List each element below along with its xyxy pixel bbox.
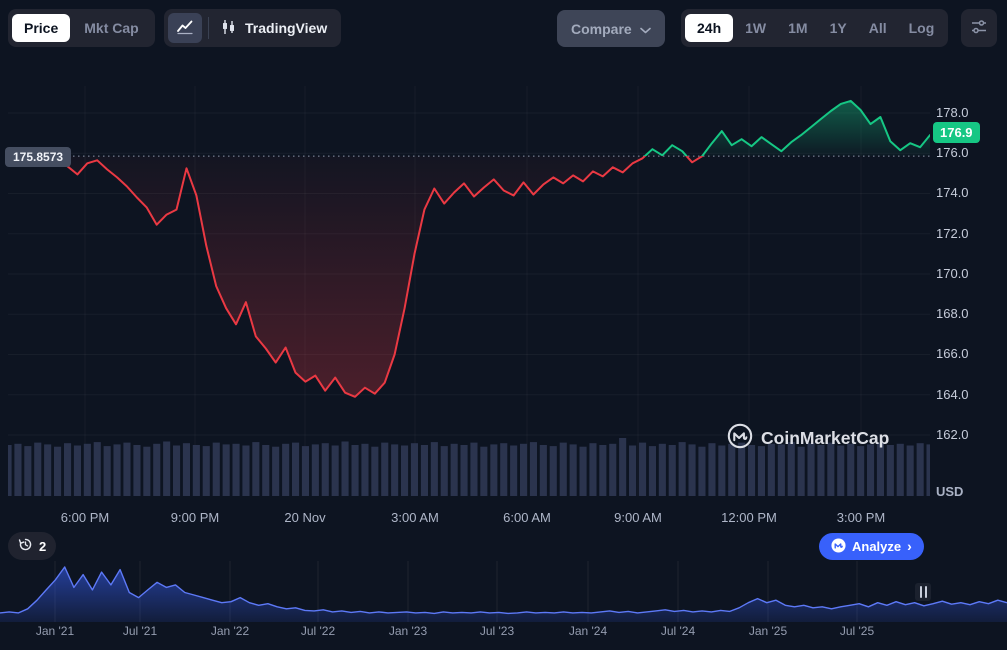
watermark-label: CoinMarketCap (761, 428, 890, 448)
x-axis-tick: 3:00 AM (391, 510, 439, 525)
timeline-tick: Jan '24 (568, 624, 608, 638)
price-mktcap-toggle: Price Mkt Cap (8, 9, 155, 47)
range-24h[interactable]: 24h (685, 14, 734, 42)
range-all[interactable]: All (859, 14, 897, 42)
compare-label: Compare (571, 20, 632, 37)
coinmarketcap-watermark: CoinMarketCap (727, 423, 889, 454)
timeline-tick: Jul '22 (300, 624, 336, 638)
main-price-chart[interactable] (8, 68, 930, 500)
timeline-tick: Jul '24 (660, 624, 696, 638)
x-axis-tick: 6:00 AM (503, 510, 551, 525)
divider (208, 17, 209, 39)
analyze-label: Analyze (852, 539, 902, 554)
range-1w[interactable]: 1W (735, 14, 776, 42)
timeline-tick: Jul '23 (479, 624, 515, 638)
coinmarketcap-logo-icon (727, 423, 753, 454)
x-axis-tick: 9:00 AM (614, 510, 662, 525)
history-count-badge: 2 (39, 538, 47, 554)
timeline-tick: Jan '25 (748, 624, 788, 638)
y-axis-tick: 162.0 (936, 427, 969, 442)
timeline-tick: Jan '21 (35, 624, 75, 638)
x-axis-tick: 9:00 PM (170, 510, 220, 525)
mini-timeline-chart[interactable] (0, 561, 1007, 622)
range-selector: 24h 1W 1M 1Y All Log (681, 9, 949, 47)
y-axis-tick: 178.0 (936, 105, 969, 120)
current-price-badge: 176.9 (933, 122, 980, 143)
y-axis-tick: 172.0 (936, 226, 969, 241)
chevron-down-icon (639, 21, 651, 37)
range-1m[interactable]: 1M (778, 14, 817, 42)
history-icon (18, 537, 33, 555)
timeline-tick: Jul '25 (839, 624, 875, 638)
timeline-tick: Jul '21 (122, 624, 158, 638)
x-axis-tick: 12:00 PM (721, 510, 777, 525)
chart-settings-button[interactable] (961, 9, 997, 47)
tradingview-button[interactable]: TradingView (215, 19, 337, 38)
history-button[interactable]: 2 (8, 532, 57, 560)
y-axis-tick: 174.0 (936, 185, 969, 200)
coinmarketcap-logo-icon (831, 537, 846, 556)
y-axis-tick: 168.0 (936, 306, 969, 321)
chevron-right-icon: › (907, 538, 912, 554)
mktcap-tab[interactable]: Mkt Cap (72, 14, 150, 42)
sliders-icon (970, 18, 988, 39)
timeline-tick: Jan '22 (210, 624, 250, 638)
timeline-tick: Jan '23 (388, 624, 428, 638)
range-1y[interactable]: 1Y (820, 14, 857, 42)
open-price-label: 175.8573 (5, 147, 72, 167)
line-chart-type-button[interactable] (168, 13, 202, 43)
y-axis-tick: 166.0 (936, 346, 969, 361)
x-axis-tick: 20 Nov (284, 510, 326, 525)
tradingview-label: TradingView (245, 20, 328, 36)
candlestick-icon (221, 19, 237, 38)
analyze-button[interactable]: Analyze › (819, 533, 924, 560)
y-axis-tick: 170.0 (936, 266, 969, 281)
y-axis-tick: 176.0 (936, 145, 969, 160)
line-chart-icon (176, 18, 194, 39)
brush-drag-handle[interactable] (915, 583, 931, 601)
y-axis-unit: USD (936, 484, 964, 499)
log-scale-toggle[interactable]: Log (899, 14, 945, 42)
x-axis-tick: 6:00 PM (60, 510, 110, 525)
chart-type-group: TradingView (164, 9, 342, 47)
y-axis-tick: 164.0 (936, 387, 969, 402)
x-axis-tick: 3:00 PM (836, 510, 886, 525)
compare-button[interactable]: Compare (557, 10, 665, 47)
price-tab[interactable]: Price (12, 14, 71, 42)
